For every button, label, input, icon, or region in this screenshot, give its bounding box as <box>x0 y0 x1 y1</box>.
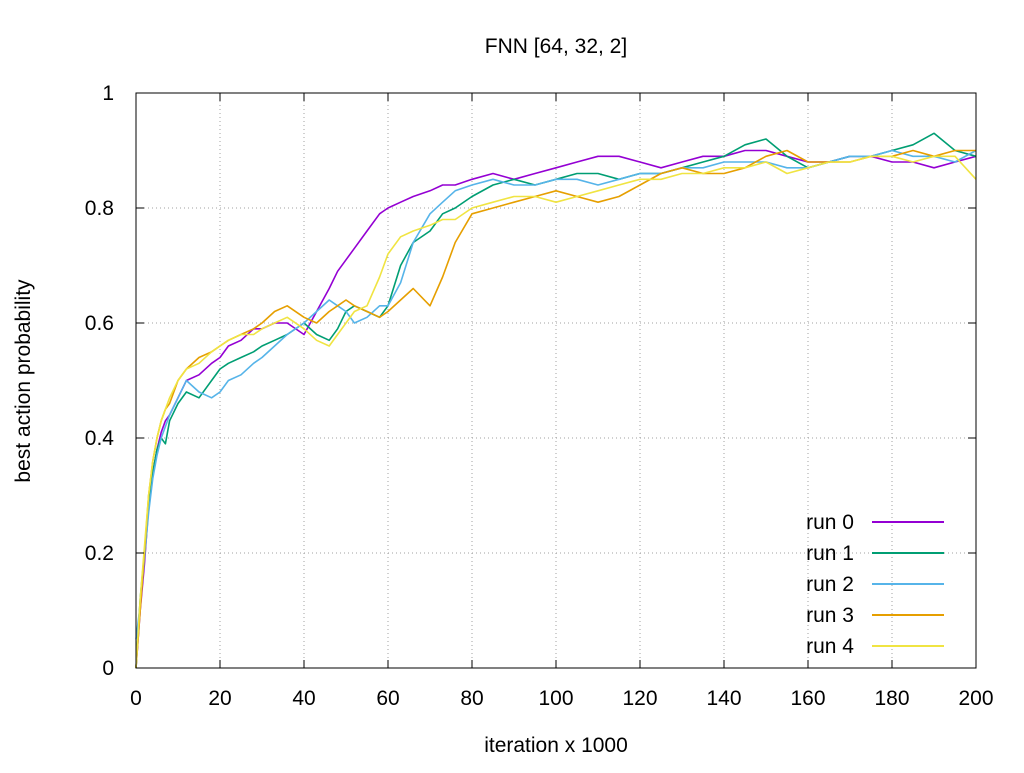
y-tick-label: 0.8 <box>85 197 114 220</box>
x-tick-label: 20 <box>208 687 231 710</box>
y-tick-label: 0 <box>102 657 114 680</box>
legend-label: run 3 <box>806 604 854 627</box>
legend-label: run 1 <box>806 542 854 565</box>
x-tick-label: 0 <box>130 687 142 710</box>
x-tick-label: 60 <box>376 687 399 710</box>
x-tick-label: 140 <box>706 687 741 710</box>
series-line-run-2 <box>135 149 977 640</box>
x-tick-label: 120 <box>622 687 657 710</box>
legend-label: run 0 <box>806 511 854 534</box>
x-tick-label: 200 <box>958 687 993 710</box>
x-axis-label: iteration x 1000 <box>484 734 628 757</box>
x-tick-label: 180 <box>874 687 909 710</box>
y-tick-label: 0.2 <box>85 542 114 565</box>
legend-label: run 2 <box>806 573 854 596</box>
chart-title: FNN [64, 32, 2] <box>485 35 627 58</box>
x-tick-label: 80 <box>460 687 483 710</box>
series-line-run-1 <box>135 132 977 669</box>
y-tick-label: 0.4 <box>85 427 115 450</box>
y-tick-label: 1 <box>102 82 114 105</box>
axis-ticks: 0 20 40 60 80 100 120 140 160 180 200 0 0.2 0.4 0.6 0.8… <box>85 82 994 710</box>
x-tick-label: 40 <box>292 687 315 710</box>
x-tick-label: 100 <box>538 687 573 710</box>
x-tick-label: 160 <box>790 687 825 710</box>
y-tick-label: 0.6 <box>85 312 114 335</box>
legend-label: run 4 <box>806 635 854 658</box>
legend: run 0 run 1 run 2 run 3 run 4 <box>806 511 944 658</box>
y-axis-label: best action probability <box>12 279 35 483</box>
series-lines <box>135 132 977 669</box>
series-line-run-4 <box>135 155 977 669</box>
